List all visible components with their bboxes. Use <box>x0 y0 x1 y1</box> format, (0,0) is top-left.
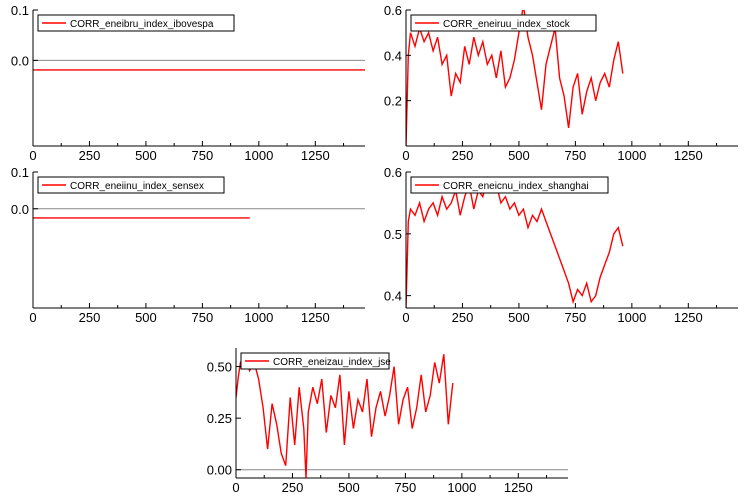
series-line <box>406 10 624 146</box>
x-tick-label: 1000 <box>447 480 476 495</box>
y-tick-label: 0.1 <box>11 3 29 18</box>
x-tick-label: 250 <box>452 148 474 163</box>
y-tick-label: 0.6 <box>384 3 402 18</box>
y-tick-label: 0.5 <box>384 227 402 242</box>
legend-label: CORR_eneicnu_index_shanghai <box>443 181 589 192</box>
x-tick-label: 750 <box>192 148 214 163</box>
x-tick-label: 1000 <box>244 148 273 163</box>
y-tick-label: 0.0 <box>11 53 29 68</box>
x-tick-label: 500 <box>135 310 157 325</box>
y-tick-label: 0.4 <box>384 48 402 63</box>
x-tick-label: 1250 <box>504 480 533 495</box>
chart-panel: 0 250 500 750 1000 1250 0.6 0.5 0.4 CORR_eneicnu_… <box>384 165 738 325</box>
x-tick-label: 0 <box>232 480 239 495</box>
legend: CORR_eneiruu_index_stock <box>410 14 597 32</box>
x-tick-label: 1250 <box>301 148 330 163</box>
x-tick-label: 750 <box>565 310 587 325</box>
x-tick-label: 1000 <box>244 310 273 325</box>
x-tick-label: 250 <box>79 310 101 325</box>
x-tick-label: 750 <box>192 310 214 325</box>
x-tick-label: 1000 <box>617 310 646 325</box>
x-tick-label: 750 <box>565 148 587 163</box>
series-line <box>236 352 454 478</box>
legend-label: CORR_eneiruu_index_stock <box>443 19 571 30</box>
x-tick-label: 500 <box>135 148 157 163</box>
x-tick-label: 0 <box>29 310 36 325</box>
chart-panel: 0 250 500 750 1000 1250 0.50 0.25 0.00 CORR_eneiz… <box>207 348 568 495</box>
legend: CORR_eneicnu_index_shanghai <box>410 176 609 194</box>
legend: CORR_eneiinu_index_sensex <box>37 176 225 194</box>
x-tick-label: 500 <box>508 310 530 325</box>
legend-box <box>37 14 235 32</box>
series-line <box>406 175 624 308</box>
x-tick-label: 750 <box>395 480 417 495</box>
legend-box <box>37 176 225 194</box>
x-tick-label: 250 <box>79 148 101 163</box>
chart-panel: 0 250 500 750 1000 1250 0.1 0.0 CORR_eneiinu_ind… <box>11 165 365 325</box>
legend-box <box>410 14 597 32</box>
x-tick-label: 500 <box>338 480 360 495</box>
legend-label: CORR_eneibru_index_ibovespa <box>70 19 214 30</box>
x-tick-label: 250 <box>452 310 474 325</box>
x-tick-label: 250 <box>282 480 304 495</box>
legend-label: CORR_eneiinu_index_sensex <box>70 181 204 192</box>
y-tick-label: 0.0 <box>11 202 29 217</box>
y-tick-label: 0.25 <box>207 411 232 426</box>
y-tick-label: 0.6 <box>384 165 402 180</box>
y-tick-label: 0.4 <box>384 289 402 304</box>
x-tick-label: 0 <box>402 148 409 163</box>
y-tick-label: 0.1 <box>11 165 29 180</box>
x-tick-label: 1250 <box>674 148 703 163</box>
x-tick-label: 1250 <box>301 310 330 325</box>
legend: CORR_eneizau_index_jse <box>240 352 391 370</box>
x-tick-label: 1000 <box>617 148 646 163</box>
x-tick-label: 1250 <box>674 310 703 325</box>
legend-box <box>240 352 390 370</box>
y-tick-label: 0.2 <box>384 94 402 109</box>
chart-panel: 0 250 500 750 1000 1250 0.1 0.0 CORR_eneibru_ind… <box>11 3 365 163</box>
y-tick-label: 0.00 <box>207 463 232 478</box>
y-tick-label: 0.50 <box>207 360 232 375</box>
x-tick-label: 0 <box>29 148 36 163</box>
legend-label: CORR_eneizau_index_jse <box>273 357 391 368</box>
legend: CORR_eneibru_index_ibovespa <box>37 14 235 32</box>
x-tick-label: 0 <box>402 310 409 325</box>
x-tick-label: 500 <box>508 148 530 163</box>
legend-box <box>410 176 609 194</box>
chart-panel: 0 250 500 750 1000 1250 0.6 0.4 0.2 CORR_eneiruu_… <box>384 3 738 163</box>
